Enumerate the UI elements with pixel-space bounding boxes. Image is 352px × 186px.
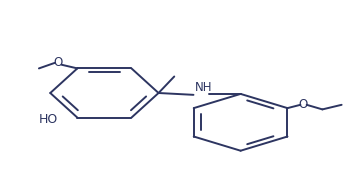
Text: HO: HO	[39, 113, 58, 126]
Text: O: O	[54, 56, 63, 69]
Text: NH: NH	[195, 81, 213, 94]
Text: O: O	[298, 98, 308, 111]
